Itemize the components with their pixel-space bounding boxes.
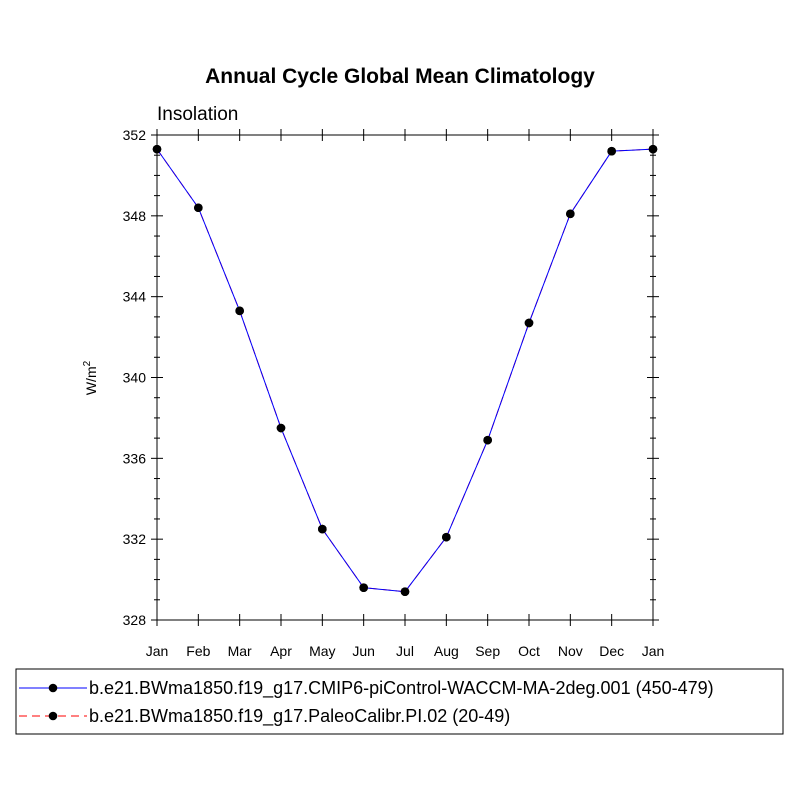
data-point: [359, 583, 368, 592]
y-axis-label-base: W/m: [83, 366, 99, 395]
legend-items: b.e21.BWma1850.f19_g17.CMIP6-piControl-W…: [19, 678, 714, 727]
y-axis-label-sup: 2: [82, 360, 93, 366]
data-point: [483, 435, 492, 445]
data-point: [648, 144, 658, 154]
legend-label-2: b.e21.BWma1850.f19_g17.PaleoCalibr.PI.02…: [89, 706, 510, 727]
y-tick-label: 332: [123, 531, 147, 547]
y-tick-label: 344: [123, 289, 147, 305]
data-point: [442, 532, 451, 542]
y-tick-label: 340: [123, 370, 147, 386]
x-tick-label: Jun: [352, 643, 375, 659]
data-point: [194, 203, 203, 213]
x-tick-label: Jan: [146, 643, 169, 659]
data-point: [235, 306, 244, 316]
x-tick-label: Dec: [599, 643, 624, 659]
legend-marker-2: [48, 711, 58, 721]
plot-frame: [156, 134, 654, 621]
chart-subtitle: Insolation: [157, 104, 238, 125]
y-tick-label: 348: [123, 208, 147, 224]
data-point: [566, 209, 575, 219]
y-tick-label: 336: [123, 450, 147, 466]
data-point: [607, 146, 616, 156]
series-line-2: [156, 148, 654, 593]
y-axis-label: W/m2: [82, 360, 99, 395]
legend-box: [15, 668, 784, 735]
data-point: [400, 587, 410, 597]
x-tick-label: Apr: [270, 643, 292, 659]
x-axis: Jan Feb Mar Apr May Jun Jul Aug Sep Oct Nov Dec Jan: [146, 129, 665, 659]
x-tick-label: Oct: [518, 643, 540, 659]
x-tick-label: Jul: [396, 643, 414, 659]
x-tick-label: Aug: [434, 643, 459, 659]
chart-title: Annual Cycle Global Mean Climatology: [205, 65, 595, 88]
y-axis: 328 332 336 340 344 348 352: [123, 127, 659, 628]
x-tick-label: Sep: [475, 643, 500, 659]
series-group: [152, 144, 658, 597]
legend-marker-1: [48, 683, 58, 693]
x-tick-label: Nov: [558, 643, 583, 659]
legend-label-1: b.e21.BWma1850.f19_g17.CMIP6-piControl-W…: [89, 678, 714, 699]
x-tick-label: Feb: [186, 643, 210, 659]
series-line-1: [156, 148, 654, 593]
data-point: [276, 423, 286, 433]
data-point: [318, 524, 327, 534]
x-tick-label: Jan: [642, 643, 665, 659]
x-tick-label: Mar: [228, 643, 252, 659]
plot-area: 328 332 336 340 344 348 352 Jan Feb Mar Apr May Jun…: [123, 127, 665, 659]
x-tick-label: May: [309, 643, 335, 659]
legend: b.e21.BWma1850.f19_g17.CMIP6-piControl-W…: [15, 668, 784, 735]
data-point: [152, 144, 162, 154]
y-tick-label: 352: [123, 127, 147, 143]
data-point: [524, 318, 534, 328]
y-tick-label: 328: [123, 612, 147, 628]
